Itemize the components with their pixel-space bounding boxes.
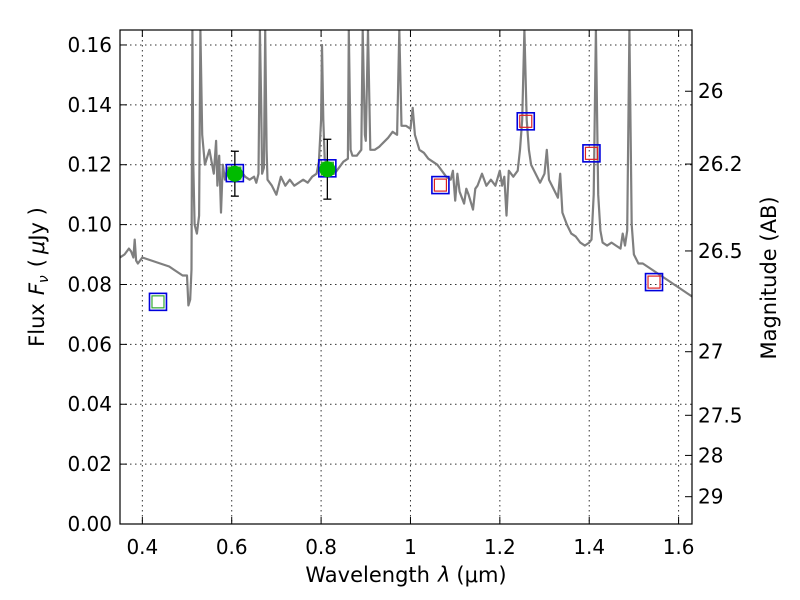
magnitude-tick-label: 26 [698,79,723,103]
grid-lines [120,30,692,524]
y-tick-label: 0.06 [67,332,112,356]
magnitude-tick-label: 27.5 [698,403,743,427]
magnitude-tick-label: 29 [698,485,723,509]
model-photometry-marker [582,144,601,163]
x-tick-label: 0.4 [126,535,158,559]
observed-photometry-point [226,165,243,182]
y-tick-label: 0.16 [67,33,112,57]
magnitude-tick-label: 27 [698,340,723,364]
y-tick-label: 0.10 [67,213,112,237]
x-axis-ticks: 0.4 0.6 0.8 1 1.2 1.4 1.6 [126,30,695,559]
magnitude-tick-label: 28 [698,443,723,467]
observed-photometry-point [319,161,336,178]
model-photometry-marker [431,175,450,195]
x-tick-label: 1 [404,535,417,559]
y-tick-label: 0.14 [67,93,112,117]
x-tick-label: 1.2 [484,535,516,559]
magnitude-axis-label: Magnitude (AB) [757,196,781,359]
y-tick-label: 0.04 [67,392,112,416]
model-photometry-marker [148,292,168,312]
y-axis-ticks: 0.00 0.02 0.04 0.06 0.08 0.10 0.12 0.14 0.16 [67,33,127,536]
x-tick-label: 1.6 [663,535,695,559]
y-tick-label: 0.08 [67,272,112,296]
magnitude-tick-label: 26.5 [698,239,743,263]
model-photometry-marker [644,272,664,292]
x-tick-label: 0.6 [216,535,248,559]
x-axis-label: Wavelength λ (μm) [305,563,506,587]
model-spectrum-line [120,30,692,307]
model-photometry-inner-marker [647,275,661,289]
y-axis-label: FluxFν(μJy ) [25,207,52,347]
y-tick-label: 0.12 [67,153,112,177]
y-tick-label: 0.00 [67,512,112,536]
x-tick-label: 0.8 [305,535,337,559]
x-tick-label: 1.4 [573,535,605,559]
model-photometry-series [148,112,664,312]
model-photometry-inner-marker [584,146,599,160]
model-photometry-inner-marker [519,114,533,128]
y-tick-label: 0.02 [67,452,112,476]
model-photometry-inner-marker [433,178,448,192]
plot-frame [119,29,693,525]
magnitude-tick-label: 26.2 [698,152,743,176]
model-spectrum [120,30,692,307]
magnitude-axis-ticks: 26 26.2 26.5 27 27.5 28 29 [685,79,743,509]
model-photometry-marker [516,112,536,131]
observed-photometry-series [226,138,336,200]
model-photometry-inner-marker [151,295,165,309]
